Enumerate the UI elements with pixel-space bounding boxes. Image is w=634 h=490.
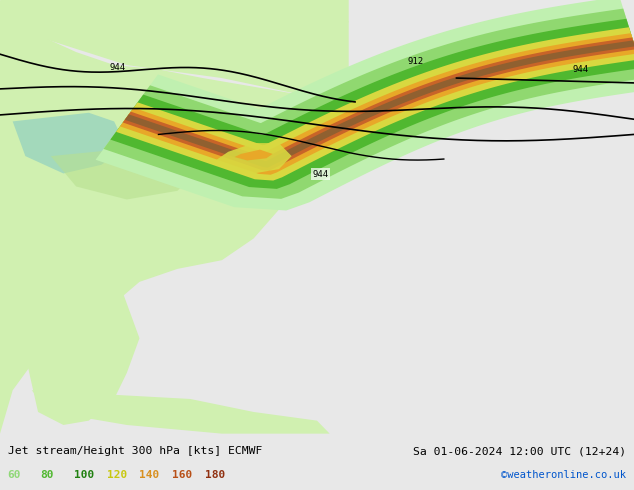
Text: 60: 60 [8,470,21,480]
Polygon shape [120,33,634,175]
Polygon shape [266,9,349,78]
Text: Sa 01-06-2024 12:00 UTC (12+24): Sa 01-06-2024 12:00 UTC (12+24) [413,446,626,456]
Polygon shape [110,19,634,189]
Polygon shape [96,0,634,211]
Text: 160: 160 [172,470,193,480]
Polygon shape [0,0,349,434]
Text: 912: 912 [407,57,424,66]
Text: 100: 100 [74,470,94,480]
Polygon shape [235,149,273,160]
Text: ©weatheronline.co.uk: ©weatheronline.co.uk [501,470,626,480]
Polygon shape [51,139,203,199]
Text: 944: 944 [572,65,588,74]
Polygon shape [116,27,634,181]
Text: 944: 944 [312,170,328,179]
Text: 80: 80 [41,470,54,480]
Polygon shape [125,40,634,168]
Polygon shape [0,0,349,108]
Text: 944: 944 [109,63,126,72]
Text: 140: 140 [139,470,160,480]
Text: 120: 120 [107,470,127,480]
Polygon shape [25,269,139,425]
Polygon shape [103,9,634,199]
Polygon shape [32,390,330,434]
Text: 180: 180 [205,470,226,480]
Text: Jet stream/Height 300 hPa [kts] ECMWF: Jet stream/Height 300 hPa [kts] ECMWF [8,446,262,456]
Polygon shape [13,113,127,173]
Polygon shape [216,143,292,173]
Polygon shape [123,37,634,171]
